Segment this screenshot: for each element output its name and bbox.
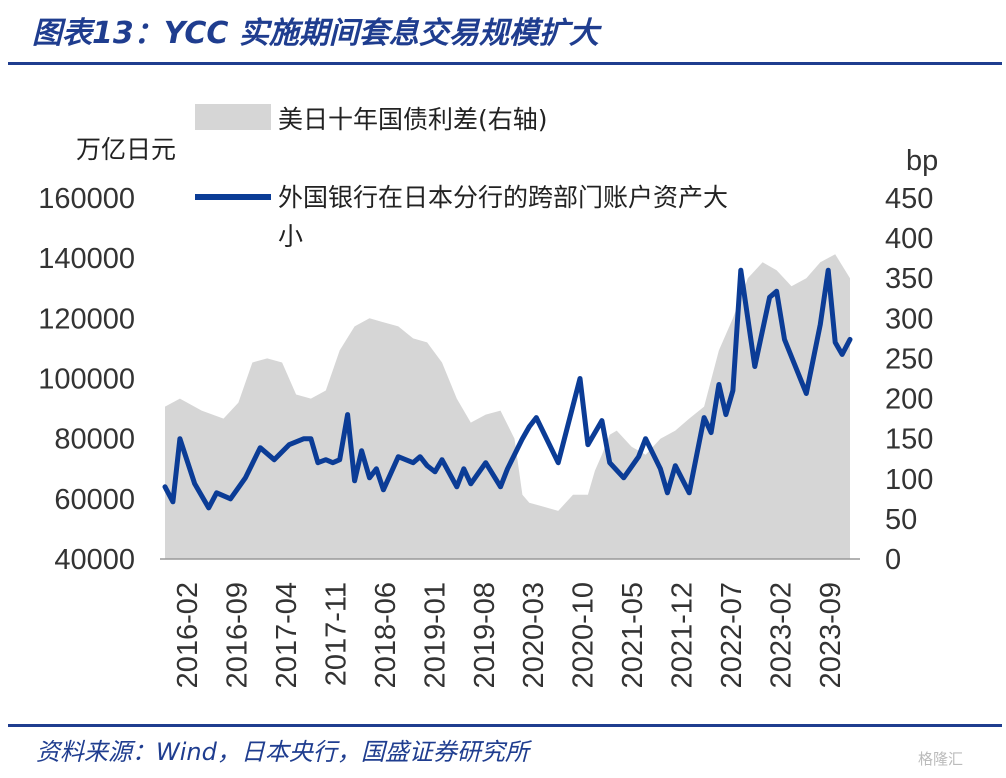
legend-area-swatch [195, 104, 271, 130]
x-tick-label: 2023-02 [765, 582, 797, 688]
x-tick-label: 2022-07 [716, 582, 748, 688]
right-axis-unit: bp [906, 145, 938, 177]
legend-line-label-continued: 小 [278, 222, 303, 251]
x-tick-label: 2020-10 [568, 582, 600, 688]
right-tick-label: 50 [885, 504, 917, 536]
asset-line-layer [162, 267, 853, 511]
right-tick-label: 150 [885, 424, 933, 456]
right-tick-label: 250 [885, 343, 933, 375]
footer-divider [8, 724, 1002, 727]
left-tick-label: 120000 [38, 303, 135, 335]
left-tick-label: 40000 [54, 544, 135, 576]
chart-canvas: 400006000080000100000120000140000160000 … [38, 104, 938, 688]
right-tick-label: 0 [885, 544, 901, 576]
asset-line [162, 267, 853, 511]
right-axis-ticks: 0 50 100 150 200 250 300 350 400 450 [885, 183, 933, 576]
x-axis-ticks: 2016-02 2016-09 2017-04 2017-11 2018-06 2019-… [172, 582, 847, 688]
left-tick-label: 140000 [38, 243, 135, 275]
watermark-logo: 格隆汇 [918, 750, 964, 768]
title-divider [8, 62, 1002, 65]
right-tick-label: 450 [885, 183, 933, 215]
x-tick-label: 2023-09 [815, 582, 847, 688]
source-note: 资料来源：Wind，日本央行，国盛证券研究所 [36, 738, 529, 766]
right-tick-label: 350 [885, 263, 933, 295]
left-axis-ticks: 40000 60000 80000 100000 120000 140000 160000 [38, 183, 135, 576]
x-tick-label: 2021-12 [667, 582, 699, 688]
page-title: 图表13：YCC 实施期间套息交易规模扩大 [32, 16, 599, 51]
x-tick-label: 2016-09 [222, 582, 254, 688]
right-tick-label: 400 [885, 223, 933, 255]
x-tick-label: 2020-03 [518, 582, 550, 688]
x-tick-label: 2019-01 [419, 582, 451, 688]
left-tick-label: 160000 [38, 183, 135, 215]
right-tick-label: 300 [885, 303, 933, 335]
legend-line-label: 外国银行在日本分行的跨部门账户资产大 [278, 183, 728, 212]
left-tick-label: 100000 [38, 364, 135, 396]
left-tick-label: 80000 [54, 424, 135, 456]
right-tick-label: 100 [885, 464, 933, 496]
spread-area-layer [165, 254, 851, 559]
x-tick-label: 2017-04 [271, 582, 303, 688]
left-axis-unit: 万亿日元 [76, 135, 176, 164]
x-tick-label: 2016-02 [172, 582, 204, 688]
x-tick-label: 2018-06 [370, 582, 402, 688]
left-tick-label: 60000 [54, 484, 135, 516]
x-tick-label: 2019-08 [469, 582, 501, 688]
x-tick-label: 2017-11 [321, 582, 353, 686]
x-tick-label: 2021-05 [617, 582, 649, 688]
right-tick-label: 200 [885, 384, 933, 416]
legend-area-label: 美日十年国债利差(右轴) [278, 105, 548, 134]
spread-area [165, 254, 851, 559]
